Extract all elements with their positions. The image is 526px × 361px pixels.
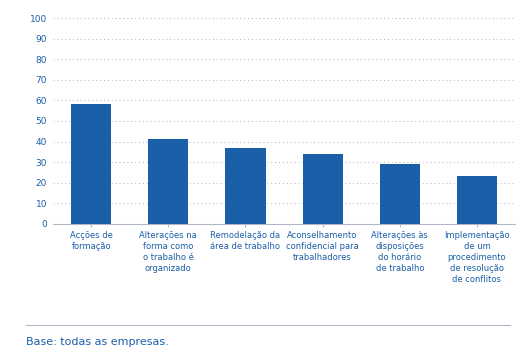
Text: Alterações às
disposições
do horário
de trabalho: Alterações às disposições do horário de … bbox=[371, 231, 428, 273]
Text: Base: todas as empresas.: Base: todas as empresas. bbox=[26, 336, 169, 347]
Text: Remodelação da
área de trabalho: Remodelação da área de trabalho bbox=[210, 231, 280, 251]
Text: Alterações na
forma como
o trabalho é
organizado: Alterações na forma como o trabalho é or… bbox=[139, 231, 197, 273]
Bar bbox=[148, 139, 188, 224]
Text: Acções de
formação: Acções de formação bbox=[70, 231, 113, 251]
Bar bbox=[302, 154, 342, 224]
Text: Implementação
de um
procedimento
de resolução
de conflitos: Implementação de um procedimento de reso… bbox=[444, 231, 510, 284]
Bar bbox=[380, 164, 420, 224]
Bar bbox=[226, 148, 266, 224]
Bar bbox=[71, 104, 111, 224]
Text: Aconselhamento
confidencial para
trabalhadores: Aconselhamento confidencial para trabalh… bbox=[286, 231, 359, 262]
Bar bbox=[457, 177, 497, 224]
